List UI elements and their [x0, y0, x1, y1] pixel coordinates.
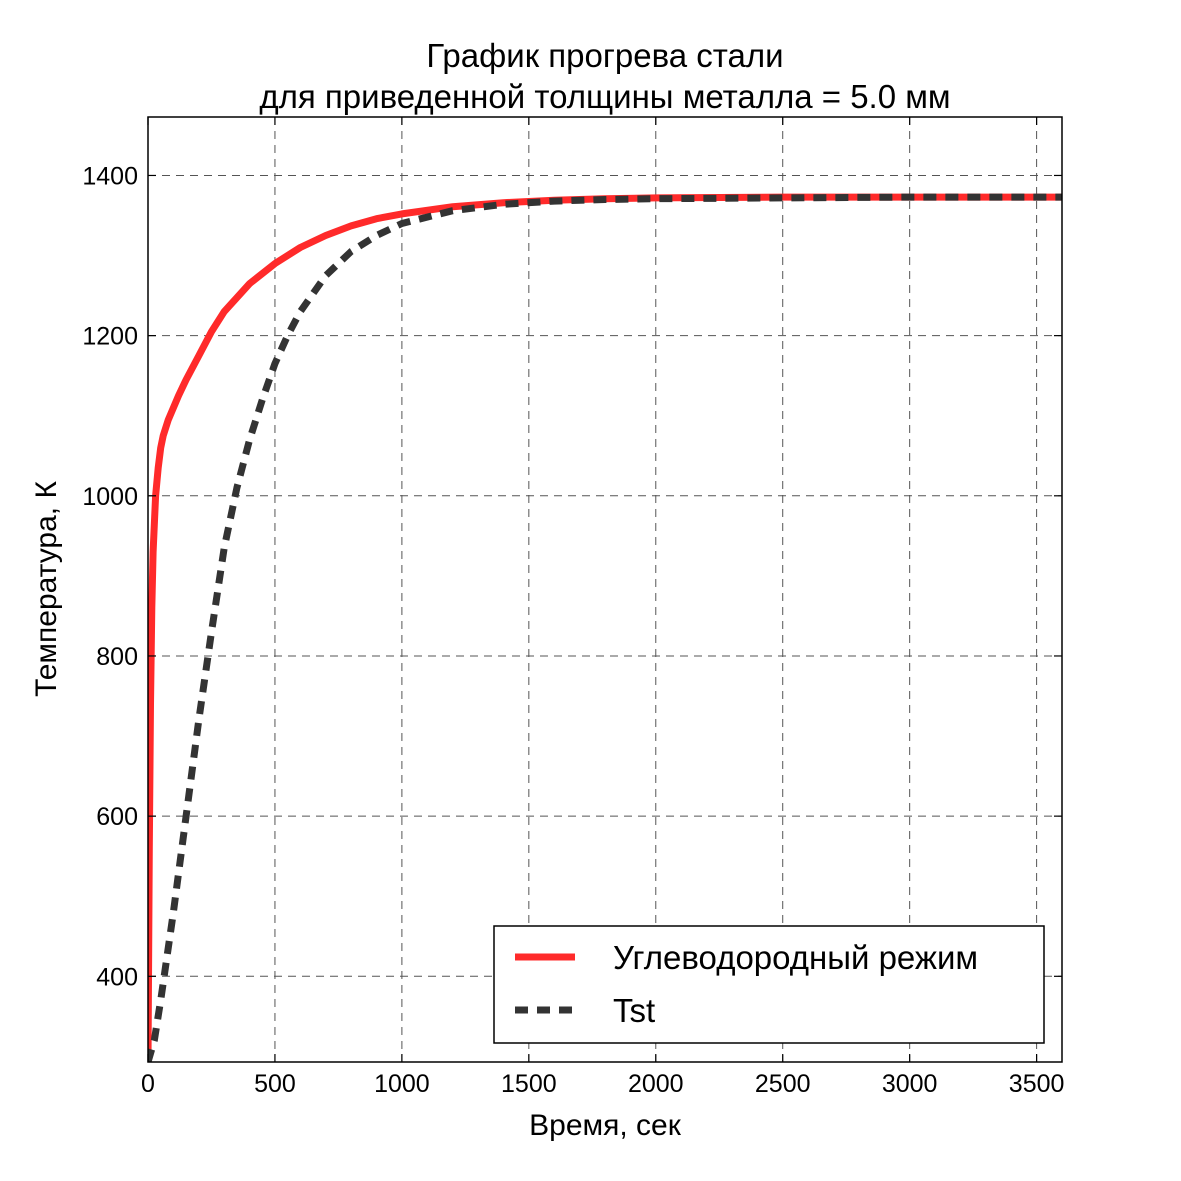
x-tick-label: 500 — [254, 1070, 296, 1098]
legend: Углеводородный режим Tst — [493, 925, 1045, 1044]
legend-label-hydrocarbon: Углеводородный режим — [613, 939, 978, 976]
chart-title-line-2: для приведенной толщины металла = 5.0 мм — [259, 78, 950, 115]
x-tick-label: 1000 — [374, 1070, 430, 1098]
series-line-tst — [148, 193, 1062, 1062]
chart-title-line-1: График прогрева стали — [426, 37, 783, 74]
legend-label-tst: Tst — [613, 992, 655, 1029]
y-tick-label: 600 — [96, 803, 138, 831]
x-tick-label: 1500 — [501, 1070, 557, 1098]
y-tick-label: 400 — [96, 963, 138, 991]
x-tick-label: 2500 — [755, 1070, 811, 1098]
y-tick-label: 1400 — [82, 162, 138, 190]
legend-frame — [493, 925, 1045, 1044]
y-tick-label: 1000 — [82, 483, 138, 511]
axis-ticks: 0 500 1000 1500 2000 2500 3000 3500 400 600 800 100… — [82, 117, 1064, 1098]
y-axis-label: Температура, К — [30, 481, 63, 697]
grid — [148, 117, 1062, 1062]
x-axis-label: Время, сек — [529, 1109, 682, 1142]
plot-frame — [147, 116, 1063, 1063]
y-tick-label: 800 — [96, 643, 138, 671]
x-tick-label: 0 — [141, 1070, 155, 1098]
x-tick-label: 3500 — [1009, 1070, 1065, 1098]
x-tick-label: 2000 — [628, 1070, 684, 1098]
y-tick-label: 1200 — [82, 323, 138, 351]
x-tick-label: 3000 — [882, 1070, 938, 1098]
